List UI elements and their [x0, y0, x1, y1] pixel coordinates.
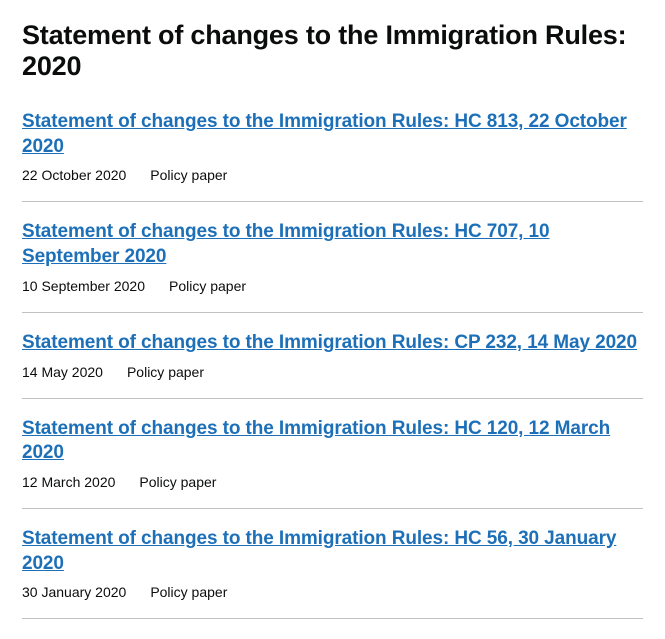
- document-meta: 30 January 2020 Policy paper: [22, 584, 643, 600]
- document-meta: 12 March 2020 Policy paper: [22, 474, 643, 490]
- document-meta: 10 September 2020 Policy paper: [22, 278, 643, 294]
- document-date: 30 January 2020: [22, 584, 126, 600]
- document-item: Statement of changes to the Immigration …: [22, 509, 643, 619]
- document-link[interactable]: Statement of changes to the Immigration …: [22, 528, 616, 574]
- document-link[interactable]: Statement of changes to the Immigration …: [22, 221, 549, 267]
- document-date: 10 September 2020: [22, 278, 145, 294]
- document-date: 12 March 2020: [22, 474, 115, 490]
- document-date: 22 October 2020: [22, 167, 126, 183]
- document-link[interactable]: Statement of changes to the Immigration …: [22, 332, 637, 353]
- document-list: Statement of changes to the Immigration …: [22, 110, 643, 619]
- document-type: Policy paper: [150, 584, 227, 600]
- document-item: Statement of changes to the Immigration …: [22, 399, 643, 509]
- document-type: Policy paper: [127, 364, 204, 380]
- document-type: Policy paper: [169, 278, 246, 294]
- document-type: Policy paper: [150, 167, 227, 183]
- document-type: Policy paper: [139, 474, 216, 490]
- document-meta: 14 May 2020 Policy paper: [22, 364, 643, 380]
- document-meta: 22 October 2020 Policy paper: [22, 167, 643, 183]
- document-link[interactable]: Statement of changes to the Immigration …: [22, 111, 627, 157]
- document-item: Statement of changes to the Immigration …: [22, 202, 643, 312]
- document-item: Statement of changes to the Immigration …: [22, 110, 643, 202]
- document-item: Statement of changes to the Immigration …: [22, 313, 643, 399]
- document-link[interactable]: Statement of changes to the Immigration …: [22, 418, 610, 464]
- document-date: 14 May 2020: [22, 364, 103, 380]
- page-title: Statement of changes to the Immigration …: [22, 20, 643, 82]
